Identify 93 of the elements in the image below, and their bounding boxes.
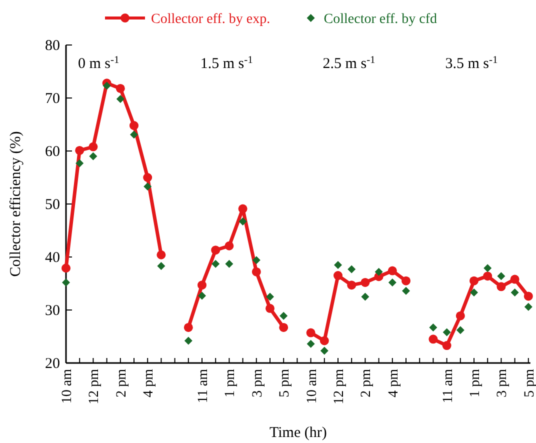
point — [211, 246, 220, 255]
x-tick-label: 11 am — [440, 368, 456, 404]
x-tick-label: 2 pm — [114, 368, 130, 398]
point — [224, 241, 234, 250]
x-tick-label: 4 pm — [386, 368, 402, 398]
x-tick-label: 10 am — [60, 368, 75, 404]
point — [429, 323, 438, 332]
y-tick-label: 80 — [45, 38, 60, 54]
point — [266, 304, 274, 313]
point — [184, 336, 192, 345]
point — [456, 326, 464, 334]
point — [306, 340, 315, 348]
point — [280, 312, 288, 320]
annotation: 3.5 m s$^{-1}$ — [445, 54, 498, 72]
y-tick-label: 30 — [45, 303, 60, 319]
point — [320, 336, 329, 346]
point — [252, 256, 260, 264]
point — [143, 173, 152, 182]
point — [484, 264, 492, 272]
point — [510, 288, 519, 297]
point — [388, 266, 397, 276]
point — [212, 260, 220, 268]
y-tick-label: 20 — [45, 356, 60, 372]
legend-label: Collector eff. by exp. — [151, 12, 270, 27]
point — [361, 292, 370, 301]
point — [130, 130, 138, 139]
point — [89, 152, 98, 160]
x-tick-label: 10 am — [304, 368, 320, 404]
point — [320, 346, 328, 355]
point — [116, 84, 125, 93]
point — [402, 286, 410, 295]
x-tick-label: 3 pm — [495, 368, 510, 398]
x-tick-label: 12 pm — [332, 368, 347, 404]
point — [184, 322, 193, 332]
point — [334, 260, 342, 269]
x-tick-label: 2 pm — [359, 368, 374, 398]
point — [374, 268, 383, 276]
annotation: 0 m s$^{-1}$ — [78, 54, 120, 72]
x-axis-title: Time (hr) — [270, 425, 327, 441]
point — [524, 292, 533, 301]
annotation: 1.5 m s$^{-1}$ — [200, 54, 253, 72]
legend-label: Collector eff. by cfd — [324, 12, 438, 27]
point — [62, 278, 70, 286]
point — [496, 282, 506, 292]
point — [510, 274, 520, 284]
point — [348, 265, 356, 274]
x-tick-label: 11 am — [196, 368, 211, 404]
point — [252, 267, 261, 276]
point — [102, 82, 111, 90]
x-tick-label: 5 pm — [522, 368, 536, 398]
point — [75, 146, 84, 155]
point — [497, 272, 506, 280]
point — [156, 250, 166, 260]
x-tick-label: 12 pm — [87, 368, 102, 404]
point — [157, 262, 166, 270]
point — [198, 280, 206, 290]
point — [238, 204, 248, 214]
y-tick-label: 50 — [45, 197, 60, 213]
point — [88, 142, 98, 152]
point — [470, 288, 478, 297]
point — [279, 322, 288, 332]
point — [116, 95, 124, 104]
point — [198, 292, 206, 300]
point — [483, 272, 492, 281]
point — [225, 260, 234, 268]
annotation: 2.5 m s$^{-1}$ — [322, 54, 376, 72]
point — [442, 328, 451, 336]
x-tick-label: 4 pm — [142, 368, 157, 398]
x-tick-label: 1 pm — [468, 368, 483, 398]
point — [306, 328, 316, 338]
point — [402, 276, 410, 286]
point — [347, 280, 356, 290]
point — [144, 182, 152, 191]
point — [238, 217, 247, 226]
point — [266, 292, 274, 301]
point — [456, 311, 465, 320]
point — [428, 334, 438, 344]
point — [76, 159, 84, 168]
point — [360, 278, 370, 287]
point — [334, 271, 342, 280]
point — [388, 278, 396, 286]
x-tick-label: 5 pm — [278, 368, 293, 398]
y-tick-label: 70 — [45, 91, 60, 107]
y-tick-label: 40 — [45, 250, 60, 266]
point — [524, 302, 532, 311]
point — [470, 276, 478, 286]
y-tick-label: 60 — [45, 144, 60, 160]
point — [442, 341, 452, 350]
x-tick-label: 1 pm — [223, 368, 238, 398]
x-tick-label: 3 pm — [250, 368, 266, 398]
y-axis-title: Collector efficiency (%) — [8, 131, 24, 277]
point — [130, 121, 138, 130]
point — [62, 264, 70, 273]
